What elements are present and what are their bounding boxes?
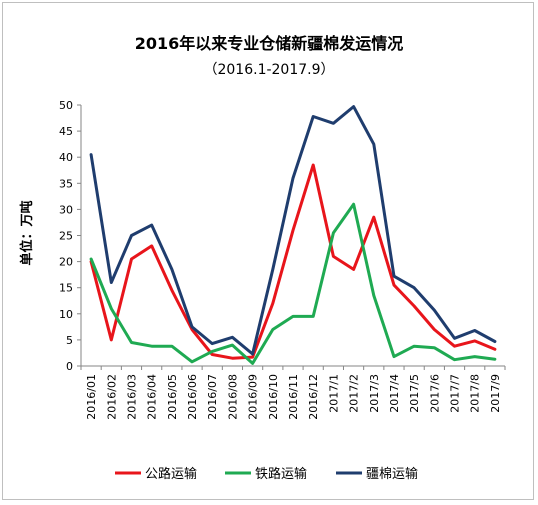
x-tick-label: 2016/05 (166, 374, 179, 420)
x-tick-label: 2016/06 (186, 374, 199, 420)
chart-subtitle: （2016.1-2017.9） (203, 62, 334, 78)
legend-label-2: 铁路运输 (255, 466, 307, 482)
x-tick-label: 2016/01 (85, 374, 98, 420)
line-chart: 2016年以来专业仓储新疆棉发运情况 （2016.1-2017.9） 单位：万吨… (19, 34, 506, 482)
chart-title: 2016年以来专业仓储新疆棉发运情况 (135, 34, 404, 53)
x-tick-label: 2017/9 (489, 374, 502, 413)
y-tick-label: 25 (59, 230, 73, 243)
x-tick-label: 2016/09 (247, 374, 260, 420)
x-tick-label: 2017/3 (368, 374, 381, 413)
x-tick-label: 2017/7 (449, 374, 462, 413)
y-tick-label: 35 (59, 177, 73, 190)
x-tick-label: 2016/03 (125, 374, 138, 420)
y-tick-label: 20 (59, 256, 73, 269)
x-tick-label: 2016/10 (267, 374, 280, 420)
series-line-2 (89, 202, 497, 365)
x-tick-label: 2017/1 (327, 374, 340, 413)
x-tick-label: 2016/07 (206, 374, 219, 420)
legend: 公路运输 铁路运输 疆棉运输 (115, 466, 418, 482)
x-tick-label: 2016/11 (287, 374, 300, 420)
chart-frame: 2016年以来专业仓储新疆棉发运情况 （2016.1-2017.9） 单位：万吨… (2, 2, 534, 500)
x-tick-label: 2016/12 (307, 374, 320, 420)
x-tick-label: 2017/5 (408, 374, 421, 413)
legend-label-3: 疆棉运输 (366, 466, 418, 482)
y-tick-label: 15 (59, 282, 73, 295)
legend-label-1: 公路运输 (145, 466, 197, 482)
x-tick-label: 2016/08 (226, 374, 239, 420)
x-tick-label: 2017/6 (428, 374, 441, 413)
y-tick-label: 0 (66, 360, 73, 373)
x-tick-label: 2016/04 (146, 374, 159, 420)
x-tick-label: 2017/4 (388, 374, 401, 413)
series-line-1 (89, 163, 497, 360)
series-line-3 (89, 105, 497, 356)
y-tick-label: 5 (66, 334, 73, 347)
plot-area: 0 5 10 15 20 25 30 35 40 45 50 2016/01 2016/02 2016/0… (59, 99, 506, 420)
y-tick-label: 40 (59, 151, 73, 164)
x-tick-label: 2017/2 (348, 374, 361, 413)
x-tick-label: 2016/02 (105, 374, 118, 420)
x-tick-label: 2017/8 (469, 374, 482, 413)
y-axis-label: 单位：万吨 (19, 200, 35, 265)
y-tick-label: 50 (59, 99, 73, 112)
y-tick-label: 10 (59, 308, 73, 321)
y-tick-label: 30 (59, 203, 73, 216)
y-tick-label: 45 (59, 125, 73, 138)
